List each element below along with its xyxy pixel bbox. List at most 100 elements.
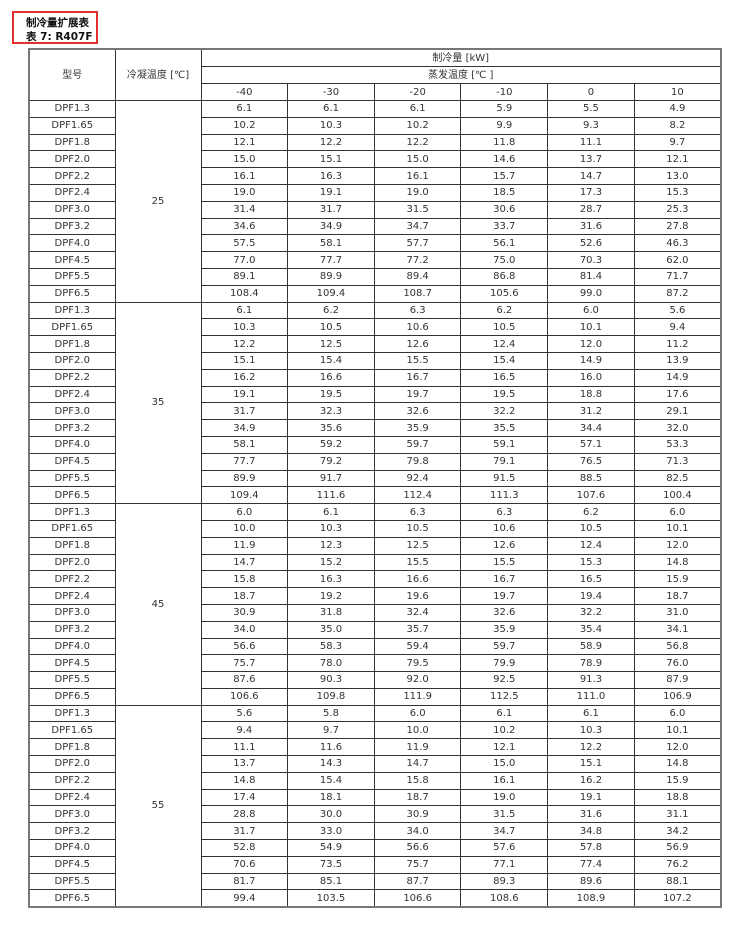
capacity-cell: 10.6	[460, 519, 549, 538]
model-cell: DPF2.4	[28, 183, 116, 202]
capacity-cell: 79.2	[287, 452, 375, 471]
model-cell: DPF3.0	[28, 200, 116, 219]
capacity-cell: 18.7	[633, 587, 722, 605]
capacity-cell: 111.6	[287, 486, 375, 505]
title-line-1: 制冷量扩展表	[26, 17, 89, 29]
capacity-cell: 16.7	[373, 368, 462, 387]
capacity-cell: 12.4	[460, 335, 549, 353]
capacity-cell: 52.8	[200, 839, 289, 857]
capacity-cell: 76.5	[547, 452, 635, 471]
capacity-cell: 91.5	[460, 469, 549, 488]
table-row: DPF6.5 108.4 109.4 108.7 105.6 99.0 87.2	[28, 284, 722, 303]
condensing-temp-cell: 55	[114, 704, 202, 908]
capacity-cell: 32.0	[633, 419, 722, 437]
capacity-cell: 73.5	[287, 855, 375, 874]
capacity-cell: 10.5	[460, 318, 549, 337]
capacity-cell: 16.1	[460, 771, 549, 790]
model-cell: DPF3.2	[28, 419, 116, 437]
capacity-cell: 15.5	[373, 351, 462, 370]
capacity-cell: 34.0	[373, 822, 462, 841]
capacity-cell: 89.9	[287, 267, 375, 286]
capacity-cell: 10.2	[200, 116, 289, 135]
capacity-cell: 88.5	[547, 469, 635, 488]
capacity-cell: 15.8	[200, 570, 289, 589]
capacity-cell: 35.6	[287, 419, 375, 437]
table-row: DPF3.0 31.4 31.7 31.5 30.6 28.7 25.3	[28, 200, 722, 219]
capacity-cell: 13.7	[547, 150, 635, 169]
capacity-cell: 9.4	[633, 318, 722, 337]
capacity-cell: 16.0	[547, 368, 635, 387]
capacity-cell: 16.6	[287, 368, 375, 387]
capacity-cell: 18.8	[547, 385, 635, 404]
capacity-cell: 16.6	[373, 570, 462, 589]
capacity-cell: 92.4	[373, 469, 462, 488]
capacity-cell: 12.0	[633, 536, 722, 555]
capacity-cell: 31.7	[200, 402, 289, 421]
capacity-cell: 6.2	[287, 301, 375, 320]
capacity-cell: 30.9	[200, 603, 289, 622]
capacity-cell: 5.6	[633, 301, 722, 320]
header-evap--40: -40	[200, 83, 289, 101]
model-cell: DPF4.5	[28, 654, 116, 673]
model-cell: DPF6.5	[28, 486, 116, 505]
capacity-cell: 15.8	[373, 771, 462, 790]
capacity-cell: 12.6	[373, 335, 462, 353]
capacity-cell: 10.3	[200, 318, 289, 337]
capacity-cell: 18.8	[633, 788, 722, 807]
capacity-cell: 32.2	[547, 603, 635, 622]
capacity-cell: 12.2	[373, 133, 462, 152]
capacity-cell: 87.2	[633, 284, 722, 303]
capacity-cell: 12.6	[460, 536, 549, 555]
model-cell: DPF2.4	[28, 788, 116, 807]
capacity-cell: 19.0	[373, 183, 462, 202]
capacity-cell: 15.4	[460, 351, 549, 370]
model-cell: DPF1.8	[28, 335, 116, 353]
model-cell: DPF2.0	[28, 755, 116, 773]
capacity-cell: 111.0	[547, 687, 635, 706]
capacity-cell: 16.5	[547, 570, 635, 589]
capacity-cell: 14.7	[200, 553, 289, 572]
capacity-cell: 11.1	[200, 738, 289, 757]
table-row: DPF2.4 18.7 19.2 19.6 19.7 19.4 18.7	[28, 587, 722, 605]
capacity-cell: 14.8	[633, 755, 722, 773]
model-cell: DPF1.8	[28, 133, 116, 152]
capacity-cell: 16.3	[287, 167, 375, 185]
table-row: DPF1.65 10.0 10.3 10.5 10.6 10.5 10.1	[28, 519, 722, 538]
capacity-cell: 59.7	[460, 637, 549, 656]
capacity-cell: 6.1	[547, 704, 635, 723]
capacity-cell: 81.4	[547, 267, 635, 286]
capacity-cell: 99.4	[200, 889, 289, 908]
capacity-cell: 77.7	[287, 251, 375, 269]
capacity-cell: 31.7	[287, 200, 375, 219]
capacity-cell: 15.1	[287, 150, 375, 169]
capacity-cell: 57.8	[547, 839, 635, 857]
table-row: DPF6.5 109.4 111.6 112.4 111.3 107.6 100.4	[28, 486, 722, 505]
capacity-cell: 19.7	[460, 587, 549, 605]
capacity-cell: 32.6	[373, 402, 462, 421]
capacity-cell: 6.0	[633, 503, 722, 521]
capacity-cell: 112.5	[460, 687, 549, 706]
capacity-cell: 10.2	[373, 116, 462, 135]
capacity-cell: 106.6	[373, 889, 462, 908]
model-cell: DPF3.0	[28, 402, 116, 421]
capacity-cell: 9.7	[633, 133, 722, 152]
capacity-cell: 10.0	[373, 721, 462, 740]
capacity-cell: 33.7	[460, 217, 549, 236]
capacity-cell: 77.0	[200, 251, 289, 269]
capacity-cell: 6.0	[373, 704, 462, 723]
capacity-cell: 12.2	[287, 133, 375, 152]
table-row: DPF4.0 52.8 54.9 56.6 57.6 57.8 56.9	[28, 839, 722, 857]
capacity-cell: 34.8	[547, 822, 635, 841]
capacity-cell: 8.2	[633, 116, 722, 135]
condensing-temp-cell: 25	[114, 100, 202, 303]
capacity-cell: 56.9	[633, 839, 722, 857]
capacity-cell: 109.4	[200, 486, 289, 505]
capacity-cell: 108.4	[200, 284, 289, 303]
capacity-cell: 12.2	[547, 738, 635, 757]
capacity-cell: 32.2	[460, 402, 549, 421]
capacity-cell: 108.6	[460, 889, 549, 908]
capacity-cell: 16.5	[460, 368, 549, 387]
table-row: DPF5.5 89.9 91.7 92.4 91.5 88.5 82.5	[28, 469, 722, 488]
capacity-cell: 32.3	[287, 402, 375, 421]
capacity-cell: 75.7	[200, 654, 289, 673]
